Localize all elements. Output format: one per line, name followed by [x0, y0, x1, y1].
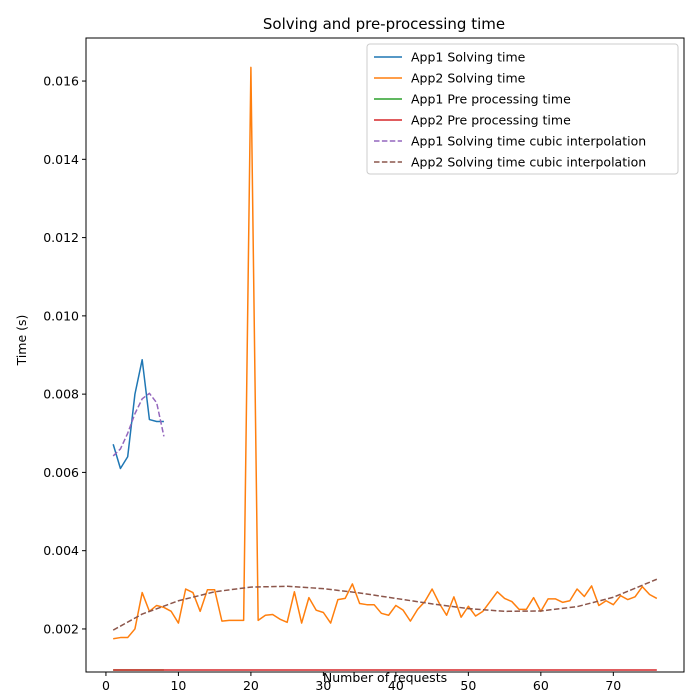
y-tick-label: 0.012: [43, 230, 79, 245]
series-line-2: [113, 66, 658, 640]
x-axis-label: Number of requests: [323, 670, 447, 685]
y-axis: 0.002 0.004 0.006 0.008 0.010 0.012 0.014 0.016: [43, 74, 86, 636]
x-tick-label: 0: [102, 678, 110, 693]
legend-entry-label: App2 Solving time cubic interpolation: [411, 155, 646, 170]
series-line-1: [112, 358, 164, 470]
y-tick-label: 0.004: [43, 543, 79, 558]
y-tick-label: 0.016: [43, 74, 79, 89]
y-tick-label: 0.008: [43, 387, 79, 402]
legend-entry-label: App2 Solving time: [411, 71, 526, 86]
legend: App1 Solving time App2 Solving time App1 P…: [366, 43, 679, 175]
x-tick-label: 60: [533, 678, 549, 693]
x-tick-label: 30: [315, 678, 331, 693]
chart-title: Solving and pre-processing time: [263, 15, 505, 33]
y-tick-label: 0.002: [43, 621, 79, 636]
y-tick-label: 0.010: [43, 308, 79, 323]
legend-entry-label: App1 Pre processing time: [411, 92, 571, 107]
x-tick-label: 10: [170, 678, 186, 693]
series-line-6: [112, 578, 658, 631]
x-tick-label: 70: [605, 678, 621, 693]
x-axis: 0 10 20 30 40 50 60 70: [102, 672, 621, 693]
plot-frame: [85, 37, 685, 673]
legend-entry-label: App2 Pre processing time: [411, 113, 571, 128]
legend-entry-label: App1 Solving time cubic interpolation: [411, 134, 646, 149]
y-tick-label: 0.006: [43, 465, 79, 480]
series-line-5: [112, 392, 165, 457]
plot-area: [112, 66, 658, 671]
y-axis-label: Time (s): [14, 315, 29, 367]
legend-entry-label: App1 Solving time: [411, 50, 526, 65]
x-tick-label: 50: [460, 678, 476, 693]
y-tick-label: 0.014: [43, 152, 79, 167]
x-tick-label: 40: [388, 678, 404, 693]
x-tick-label: 20: [243, 678, 259, 693]
legend-box: [366, 43, 679, 175]
